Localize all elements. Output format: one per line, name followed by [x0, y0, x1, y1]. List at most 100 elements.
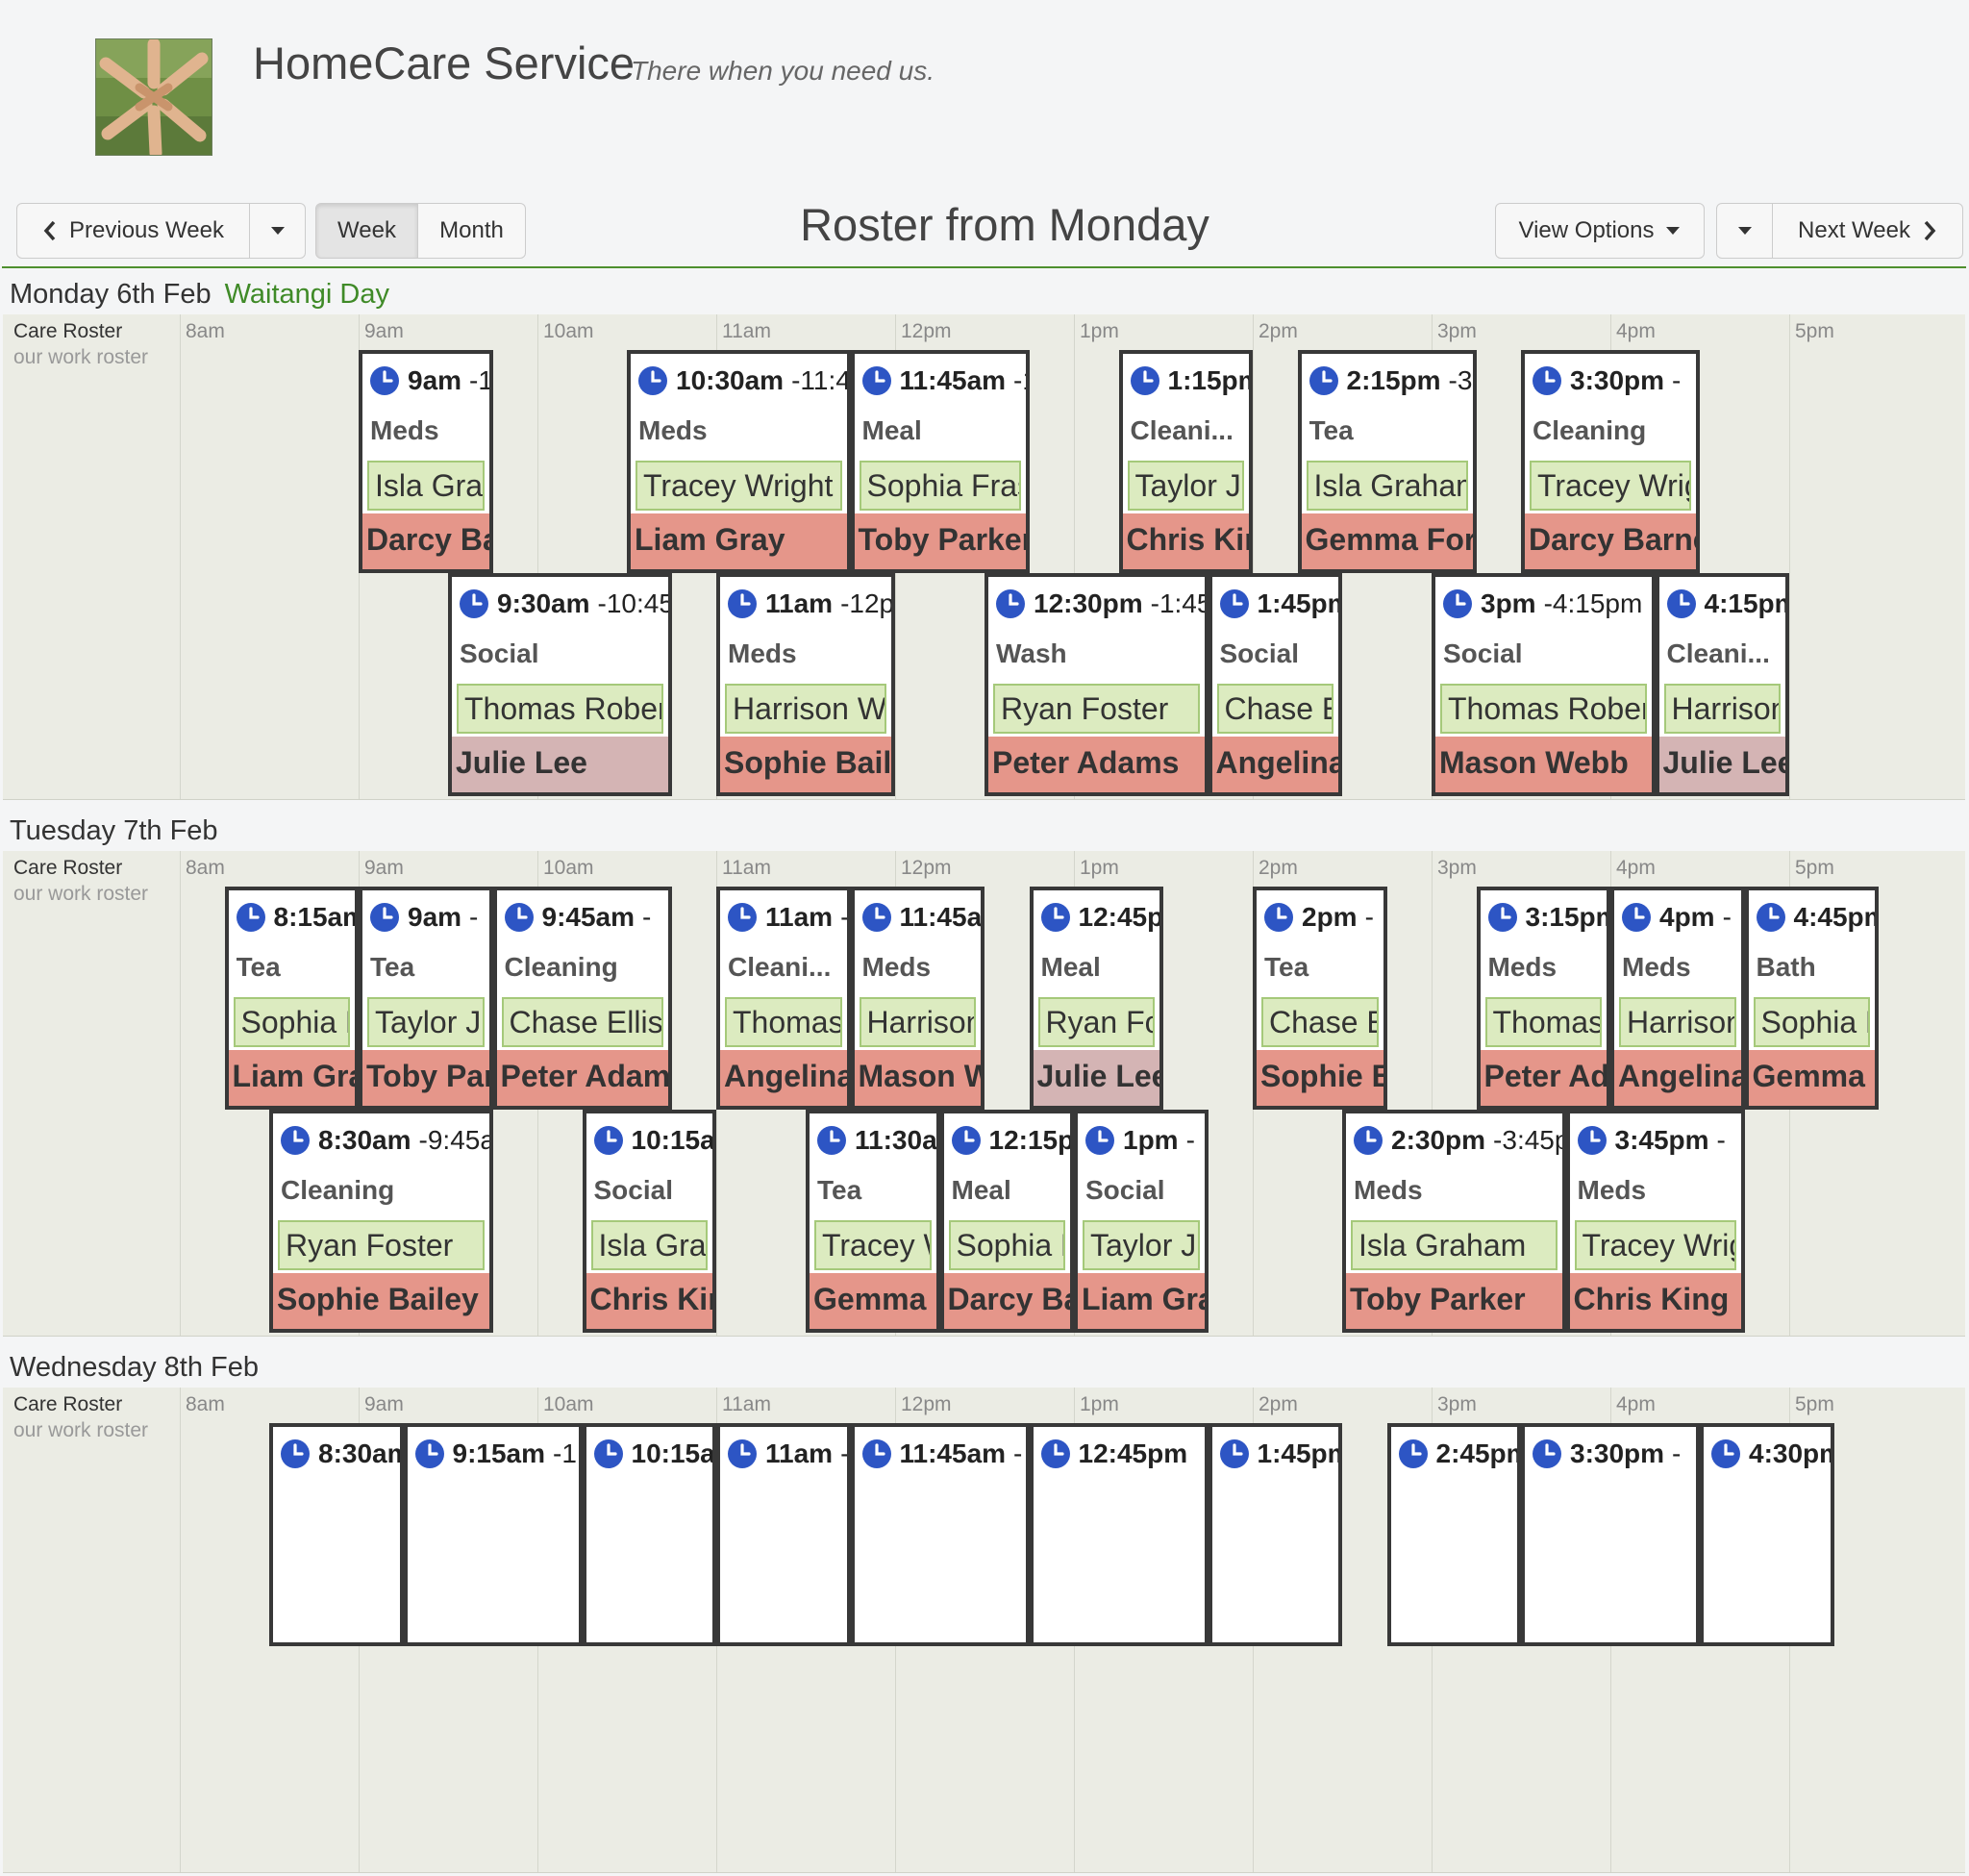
- event-carer[interactable]: Thomas Roberts: [1440, 684, 1647, 734]
- event-carer[interactable]: Isla Graham: [1351, 1220, 1558, 1270]
- roster-event[interactable]: 3:30pm -: [1521, 1423, 1700, 1646]
- event-client[interactable]: Chris King: [1122, 513, 1249, 569]
- event-carer[interactable]: Sophia Fraser: [1753, 997, 1870, 1047]
- roster-event[interactable]: 1:45pm: [1208, 1423, 1342, 1646]
- event-client[interactable]: Angelina: [1211, 737, 1338, 792]
- event-client[interactable]: Liam Gray: [1078, 1273, 1205, 1329]
- event-carer[interactable]: Ryan Foster: [278, 1220, 485, 1270]
- event-client[interactable]: Peter Adams: [496, 1050, 668, 1106]
- event-carer[interactable]: Chase Ellis: [501, 997, 663, 1047]
- event-carer[interactable]: Ryan Foster: [993, 684, 1200, 734]
- roster-event[interactable]: 9:15am -1: [403, 1423, 583, 1646]
- event-carer[interactable]: Thomas: [1484, 997, 1602, 1047]
- event-carer[interactable]: Harrison: [1619, 997, 1736, 1047]
- roster-event[interactable]: 12:45pm: [1029, 1423, 1209, 1646]
- event-client[interactable]: Toby Parker: [1346, 1273, 1562, 1329]
- event-client[interactable]: Sophie Bailey: [720, 737, 891, 792]
- event-client[interactable]: Sophie Bailey: [273, 1273, 489, 1329]
- event-client[interactable]: Darcy Barnes: [1525, 513, 1696, 569]
- event-client[interactable]: Gemma: [1748, 1050, 1875, 1106]
- view-options-button[interactable]: View Options: [1495, 203, 1705, 259]
- event-client[interactable]: Liam Gray: [228, 1050, 355, 1106]
- roster-event[interactable]: 10:15am Social Isla GrahamChris King: [582, 1110, 716, 1333]
- event-carer[interactable]: Taylor J: [1083, 1220, 1200, 1270]
- event-carer[interactable]: Ryan Foster: [1037, 997, 1155, 1047]
- event-carer[interactable]: Sophia Fraser: [233, 997, 350, 1047]
- event-client[interactable]: Peter Adams: [988, 737, 1205, 792]
- roster-event[interactable]: 9am -10 Meds Isla GrahamDarcy Barnes: [359, 350, 493, 573]
- next-week-button[interactable]: Next Week: [1772, 203, 1963, 259]
- roster-event[interactable]: 10:15am: [582, 1423, 716, 1646]
- roster-event[interactable]: 8:30am: [269, 1423, 404, 1646]
- event-carer[interactable]: Isla Graham: [1306, 461, 1468, 511]
- event-client[interactable]: Julie Lee: [1658, 737, 1785, 792]
- week-view-button[interactable]: Week: [315, 203, 418, 259]
- roster-event[interactable]: 4:45pm Bath Sophia FraserGemma: [1744, 887, 1879, 1110]
- event-client[interactable]: Darcy Barnes: [362, 513, 489, 569]
- event-carer[interactable]: Isla Graham: [590, 1220, 708, 1270]
- event-client[interactable]: Julie Lee: [1033, 1050, 1159, 1106]
- event-client[interactable]: Julie Lee: [452, 737, 668, 792]
- roster-event[interactable]: 1:45pm Social Chase EllisAngelina: [1208, 573, 1342, 796]
- event-carer[interactable]: Harrison W: [725, 684, 886, 734]
- roster-event[interactable]: 11am-: [716, 1423, 851, 1646]
- event-client[interactable]: Angelina: [720, 1050, 847, 1106]
- roster-event[interactable]: 4:30pm: [1700, 1423, 1834, 1646]
- roster-event[interactable]: 8:15am Tea Sophia FraserLiam Gray: [224, 887, 359, 1110]
- event-carer[interactable]: Chase Ellis: [1261, 997, 1379, 1047]
- previous-week-dropdown[interactable]: [249, 203, 306, 259]
- event-carer[interactable]: Chase Ellis: [1216, 684, 1333, 734]
- event-client[interactable]: Angelina: [1614, 1050, 1741, 1106]
- previous-week-button[interactable]: Previous Week: [16, 203, 250, 259]
- roster-event[interactable]: 2:45pm: [1386, 1423, 1521, 1646]
- event-client[interactable]: Peter Adams: [1480, 1050, 1607, 1106]
- roster-event[interactable]: 11:30am Tea Tracey WrightGemma: [806, 1110, 940, 1333]
- roster-event[interactable]: 11:45am -: [850, 1423, 1030, 1646]
- roster-event[interactable]: 12:15pm Meal Sophia FraserDarcy Barnes: [939, 1110, 1074, 1333]
- roster-event[interactable]: 3:45pm- Meds Tracey WrightChris King: [1565, 1110, 1745, 1333]
- event-client[interactable]: Darcy Barnes: [943, 1273, 1070, 1329]
- roster-event[interactable]: 11:45am -1pm Meal Sophia FraserToby Parker: [850, 350, 1030, 573]
- next-week-dropdown[interactable]: [1716, 203, 1773, 259]
- event-carer[interactable]: Tracey Wright: [636, 461, 842, 511]
- event-client[interactable]: Mason Webb: [854, 1050, 981, 1106]
- event-client[interactable]: Chris King: [586, 1273, 712, 1329]
- event-carer[interactable]: Taylor J: [1127, 461, 1244, 511]
- event-client[interactable]: Mason Webb: [1435, 737, 1652, 792]
- roster-event[interactable]: 2pm- Tea Chase EllisSophie Bailey: [1253, 887, 1387, 1110]
- event-client[interactable]: Toby Parker: [854, 513, 1026, 569]
- roster-event[interactable]: 3pm-4:15pm Social Thomas RobertsMason Webb: [1432, 573, 1656, 796]
- event-client[interactable]: Gemma Ford: [1301, 513, 1473, 569]
- event-carer[interactable]: Isla Graham: [367, 461, 485, 511]
- event-carer[interactable]: Harrison: [1663, 684, 1781, 734]
- roster-event[interactable]: 12:45pm Meal Ryan FosterJulie Lee: [1029, 887, 1163, 1110]
- event-client[interactable]: Gemma: [810, 1273, 936, 1329]
- event-client[interactable]: Sophie Bailey: [1257, 1050, 1383, 1106]
- event-carer[interactable]: Tracey Wright: [1574, 1220, 1736, 1270]
- event-carer[interactable]: Thomas Roberts: [457, 684, 663, 734]
- event-carer[interactable]: Tracey Wright: [814, 1220, 932, 1270]
- event-carer[interactable]: Tracey Wright: [1530, 461, 1691, 511]
- month-view-button[interactable]: Month: [417, 203, 526, 259]
- event-carer[interactable]: Harrison: [859, 997, 976, 1047]
- event-client[interactable]: Chris King: [1569, 1273, 1741, 1329]
- event-client[interactable]: Liam Gray: [631, 513, 847, 569]
- roster-event[interactable]: 4pm - Meds Harrison Angelina: [1610, 887, 1745, 1110]
- event-carer[interactable]: Sophia Fraser: [948, 1220, 1065, 1270]
- event-carer[interactable]: Sophia Fraser: [859, 461, 1021, 511]
- event-carer[interactable]: Thomas: [725, 997, 842, 1047]
